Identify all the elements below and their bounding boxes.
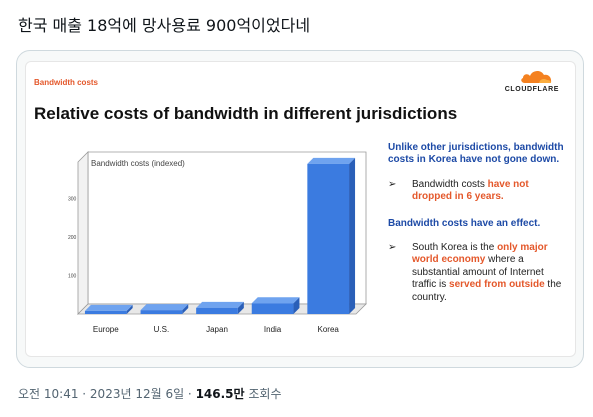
cloudflare-logo: CLOUDFLARE — [489, 68, 559, 96]
tweet-media[interactable]: Bandwidth costs CLOUDFLARE Relative cost… — [16, 50, 584, 368]
tweet-timestamp[interactable]: 오전 10:41 · 2023년 12월 6일 · — [18, 387, 196, 401]
logo-wordmark: CLOUDFLARE — [504, 86, 559, 93]
chart-title: Bandwidth costs (indexed) — [91, 159, 185, 168]
x-category-label: Korea — [318, 325, 340, 334]
bullet-1: ➢ Bandwidth costs have not dropped in 6 … — [388, 179, 568, 204]
bar-chart-svg: Bandwidth costs (indexed) 100 200 300 Europe… — [68, 151, 367, 334]
bullet-2-text: South Korea is the only major world econ… — [412, 242, 562, 303]
y-tick-label: 200 — [68, 235, 77, 241]
view-count: 146.5만 — [195, 387, 245, 401]
view-count-label: 조회수 — [244, 387, 282, 401]
bar-side — [293, 297, 300, 314]
x-category-label: India — [264, 325, 282, 334]
bar-top — [196, 301, 244, 308]
bar-side — [126, 304, 133, 314]
bar-top — [84, 304, 133, 311]
bar — [140, 310, 183, 314]
bar — [307, 163, 350, 314]
x-category-label: Japan — [206, 325, 228, 334]
bar-top — [307, 157, 356, 164]
bar-top — [140, 304, 189, 311]
arrow-bullet-icon: ➢ — [388, 178, 397, 190]
bar — [251, 303, 294, 314]
slide-notes: Unlike other jurisdictions, bandwidth co… — [388, 142, 568, 318]
bullet-2: ➢ South Korea is the only major world ec… — [388, 242, 568, 304]
bar-side — [349, 157, 356, 314]
chart-side-wall — [77, 151, 89, 315]
x-category-label: U.S. — [154, 325, 170, 334]
arrow-bullet-icon: ➢ — [388, 242, 397, 254]
bar-side — [237, 301, 244, 314]
presentation-slide: Bandwidth costs CLOUDFLARE Relative cost… — [25, 61, 576, 357]
slide-title: Relative costs of bandwidth in different… — [34, 104, 458, 123]
notes-heading-2: Bandwidth costs have an effect. — [388, 217, 541, 229]
tweet-meta: 오전 10:41 · 2023년 12월 6일 · 146.5만 조회수 — [18, 385, 282, 402]
tweet-text: 한국 매출 18억에 망사용료 900억이었다네 — [18, 16, 311, 35]
slide-section-label: Bandwidth costs — [34, 78, 99, 87]
bar-top — [251, 297, 300, 304]
bar-side — [182, 304, 189, 314]
bandwidth-chart: Bandwidth costs (indexed) 100 200 300 Europe… — [56, 142, 386, 342]
bar — [196, 307, 238, 314]
x-category-label: Europe — [93, 325, 119, 334]
y-tick-label: 100 — [68, 274, 77, 280]
bar — [84, 310, 127, 314]
notes-heading-1: Unlike other jurisdictions, bandwidth co… — [388, 142, 564, 166]
y-tick-label: 300 — [68, 197, 77, 203]
cloud-icon — [521, 70, 552, 83]
bullet-1-text: Bandwidth costs have not dropped in 6 ye… — [412, 178, 529, 203]
